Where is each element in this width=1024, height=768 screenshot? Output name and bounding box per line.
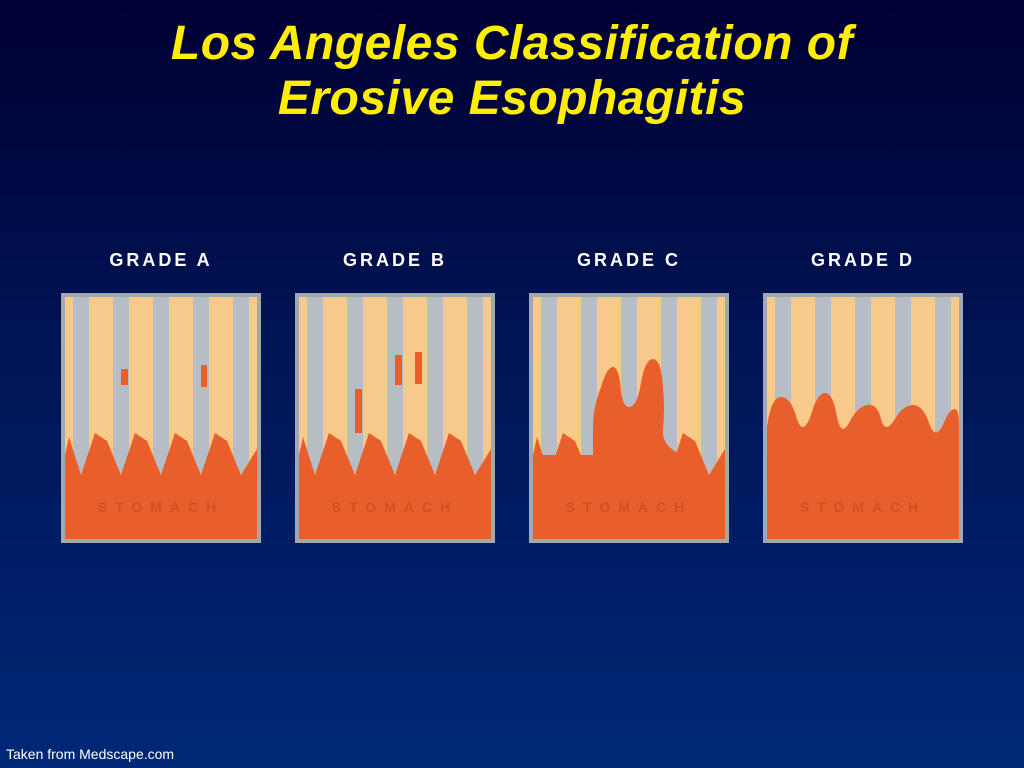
slide-title: Los Angeles Classification of Erosive Es… [0, 0, 1024, 126]
diagram-box: STOMACH [295, 293, 495, 543]
stomach-label: STOMACH [533, 499, 725, 515]
panel-grade-a: GRADE A STOMACH [61, 250, 261, 543]
credit-text: Taken from Medscape.com [6, 746, 174, 762]
title-line-2: Erosive Esophagitis [0, 71, 1024, 126]
grade-label: GRADE B [295, 250, 495, 271]
stomach-label: STOMACH [299, 499, 491, 515]
stomach-label: STOMACH [767, 499, 959, 515]
diagram-box: STOMACH [529, 293, 729, 543]
panel-grade-c: GRADE C STOMACH [529, 250, 729, 543]
diagram-box: STOMACH [61, 293, 261, 543]
panel-grade-d: GRADE D STOMACH [763, 250, 963, 543]
panel-grade-b: GRADE B STOMACH [295, 250, 495, 543]
panel-row: GRADE A STOMACH GRADE B STOMACH GRADE C STOMA… [0, 250, 1024, 543]
grade-label: GRADE C [529, 250, 729, 271]
grade-label: GRADE A [61, 250, 261, 271]
grade-label: GRADE D [763, 250, 963, 271]
stomach-label: STOMACH [65, 499, 257, 515]
title-line-1: Los Angeles Classification of [0, 16, 1024, 71]
diagram-box: STOMACH [763, 293, 963, 543]
